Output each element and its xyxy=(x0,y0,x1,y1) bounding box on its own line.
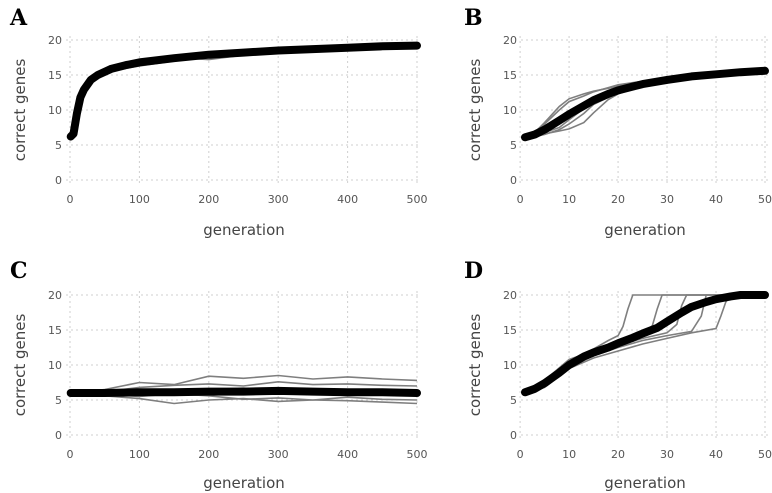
x-tick-label: 400 xyxy=(337,193,358,206)
replicate-line xyxy=(69,46,417,137)
x-tick-label: 500 xyxy=(407,193,428,206)
mean-line xyxy=(521,66,769,142)
y-tick-label: 15 xyxy=(48,324,62,337)
panel-letter: D xyxy=(464,258,483,284)
y-axis-title: correct genes xyxy=(466,59,484,162)
x-axis-title: generation xyxy=(604,221,686,239)
x-tick-label: 200 xyxy=(198,448,219,461)
x-axis-title: generation xyxy=(203,474,285,492)
y-tick-label: 0 xyxy=(510,429,517,442)
x-tick-label: 40 xyxy=(709,448,723,461)
y-tick-label: 20 xyxy=(503,289,517,302)
y-tick-label: 0 xyxy=(55,429,62,442)
y-tick-label: 5 xyxy=(510,394,517,407)
x-tick-label: 100 xyxy=(129,448,150,461)
y-tick-label: 15 xyxy=(503,324,517,337)
x-axis-title: generation xyxy=(203,221,285,239)
replicate-line xyxy=(524,67,766,138)
mean-line xyxy=(521,291,769,397)
panel-letter: B xyxy=(464,5,483,31)
x-tick-label: 20 xyxy=(611,448,625,461)
y-axis-title: correct genes xyxy=(11,314,29,417)
x-tick-label: 200 xyxy=(198,193,219,206)
y-tick-label: 20 xyxy=(503,34,517,47)
x-tick-label: 0 xyxy=(67,448,74,461)
y-tick-label: 10 xyxy=(48,104,62,117)
x-tick-label: 300 xyxy=(268,193,289,206)
x-tick-label: 100 xyxy=(129,193,150,206)
x-tick-label: 50 xyxy=(758,193,772,206)
x-axis-title: generation xyxy=(604,474,686,492)
y-tick-label: 10 xyxy=(503,104,517,117)
replicate-line xyxy=(69,43,418,136)
x-tick-label: 10 xyxy=(562,448,576,461)
replicate-line xyxy=(70,374,418,394)
y-tick-label: 15 xyxy=(503,69,517,82)
x-tick-label: 40 xyxy=(709,193,723,206)
y-tick-label: 5 xyxy=(510,139,517,152)
x-tick-label: 20 xyxy=(611,193,625,206)
x-tick-label: 300 xyxy=(268,448,289,461)
y-tick-label: 10 xyxy=(503,359,517,372)
y-axis-title: correct genes xyxy=(11,59,29,162)
x-tick-label: 0 xyxy=(517,193,524,206)
replicate-line xyxy=(524,294,765,394)
y-tick-label: 20 xyxy=(48,289,62,302)
panel-letter: C xyxy=(10,258,28,284)
y-tick-label: 5 xyxy=(55,394,62,407)
panel-letter: A xyxy=(9,5,28,31)
x-tick-label: 0 xyxy=(67,193,74,206)
y-tick-label: 5 xyxy=(55,139,62,152)
y-tick-label: 0 xyxy=(55,174,62,187)
replicate-line xyxy=(69,46,418,139)
replicate-line xyxy=(69,44,418,138)
y-tick-label: 20 xyxy=(48,34,62,47)
y-tick-label: 0 xyxy=(510,174,517,187)
mean-line xyxy=(66,386,421,397)
x-tick-label: 500 xyxy=(407,448,428,461)
x-tick-label: 400 xyxy=(337,448,358,461)
x-tick-label: 50 xyxy=(758,448,772,461)
x-tick-label: 30 xyxy=(660,193,674,206)
x-tick-label: 0 xyxy=(517,448,524,461)
y-tick-label: 15 xyxy=(48,69,62,82)
x-tick-label: 10 xyxy=(562,193,576,206)
y-tick-label: 10 xyxy=(48,359,62,372)
mean-line xyxy=(66,41,421,141)
y-axis-title: correct genes xyxy=(466,314,484,417)
x-tick-label: 30 xyxy=(660,448,674,461)
